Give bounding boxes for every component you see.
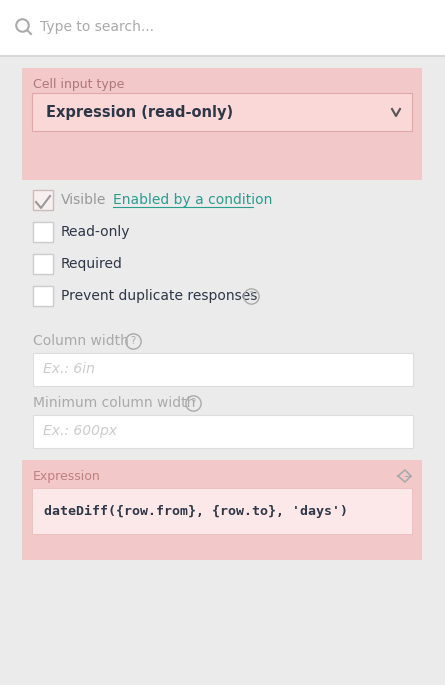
- Text: Minimum column width: Minimum column width: [33, 396, 195, 410]
- Bar: [0, 55, 445, 56]
- Text: Cell input type: Cell input type: [33, 77, 124, 90]
- Bar: [33, 222, 53, 242]
- Text: Enabled by a condition: Enabled by a condition: [113, 193, 272, 207]
- Text: Column width: Column width: [33, 334, 129, 348]
- Text: Type to search...: Type to search...: [40, 20, 154, 34]
- Text: Prevent duplicate responses: Prevent duplicate responses: [61, 289, 257, 303]
- Bar: [33, 353, 413, 386]
- Bar: [33, 286, 53, 306]
- Text: Ex.: 600px: Ex.: 600px: [43, 424, 117, 438]
- Text: Expression (read-only): Expression (read-only): [46, 105, 233, 119]
- Bar: [32, 488, 412, 534]
- Text: Read-only: Read-only: [61, 225, 130, 239]
- Text: ?: ?: [248, 291, 254, 301]
- Text: Required: Required: [61, 257, 123, 271]
- Bar: [22, 460, 422, 560]
- Text: ?: ?: [190, 398, 195, 408]
- Text: ?: ?: [130, 336, 136, 346]
- Text: Ex.: 6in: Ex.: 6in: [43, 362, 95, 376]
- Bar: [32, 93, 412, 131]
- Bar: [22, 68, 422, 180]
- Bar: [33, 190, 53, 210]
- Bar: [33, 415, 413, 448]
- Text: dateDiff({row.from}, {row.to}, 'days'): dateDiff({row.from}, {row.to}, 'days'): [44, 504, 348, 518]
- Text: Expression: Expression: [33, 469, 101, 482]
- Bar: [0, 0, 445, 55]
- Text: Visible: Visible: [61, 193, 106, 207]
- Bar: [33, 254, 53, 274]
